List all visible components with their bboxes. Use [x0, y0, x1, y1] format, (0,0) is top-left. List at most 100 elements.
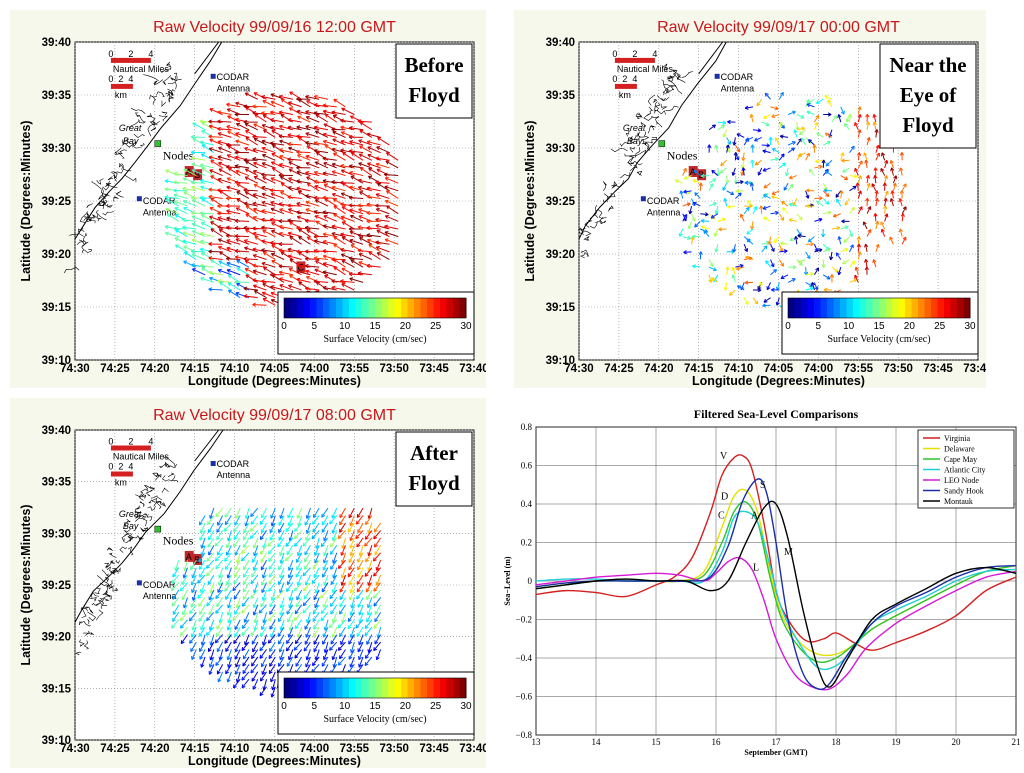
great-bay-label: Great: [119, 509, 142, 519]
colorbar-cell: [964, 298, 971, 318]
colorbar-cell: [356, 298, 363, 318]
colorbar-cell: [886, 298, 893, 318]
y-tick-label: 39:40: [42, 37, 71, 49]
colorbar-cell: [951, 298, 958, 318]
y-tick-label: 39:15: [546, 302, 576, 314]
codar-north-marker: [211, 74, 216, 79]
chart-x-tick: 14: [592, 737, 602, 747]
codar-north-marker: [715, 74, 720, 79]
colorbar-tick-label: 20: [400, 321, 412, 332]
y-tick-label: 39:25: [42, 196, 72, 208]
km-scale-label: 2: [622, 74, 627, 84]
codar-north-label: CODAR: [721, 72, 754, 82]
panel-title: Raw Velocity 99/09/17 08:00 GMT: [153, 407, 396, 424]
nm-scale-label: 4: [652, 49, 657, 59]
x-tick-label: 74:20: [140, 363, 169, 375]
colorbar-cell: [453, 678, 460, 698]
series-curve-label: L: [753, 563, 759, 574]
colorbar-cell: [395, 678, 402, 698]
y-tick-label: 39:10: [42, 355, 71, 367]
chart-y-tick: 0: [528, 576, 533, 586]
x-axis-label: Longitude (Degrees:Minutes): [188, 754, 361, 768]
colorbar-cell: [866, 298, 873, 318]
x-tick-label: 73:50: [379, 743, 408, 755]
colorbar-tick-label: 30: [460, 321, 472, 332]
chart-x-tick: 17: [772, 737, 782, 747]
colorbar-cell: [401, 678, 408, 698]
legend-entry: Delaware: [944, 445, 975, 454]
colorbar-cell: [447, 678, 454, 698]
velocity-vector: [270, 190, 284, 191]
colorbar-cell: [414, 678, 421, 698]
colorbar-cell: [362, 298, 369, 318]
y-tick-label: 39:15: [42, 302, 72, 314]
colorbar-cell: [460, 298, 467, 318]
colorbar-cell: [873, 298, 880, 318]
colorbar-cell: [388, 678, 395, 698]
colorbar-tick-label: 25: [934, 321, 946, 332]
chart-y-tick: 0.6: [521, 461, 533, 471]
colorbar-cell: [957, 298, 964, 318]
colorbar-tick-label: 20: [400, 701, 412, 712]
colorbar-cell: [821, 298, 828, 318]
series-curve-label: C: [718, 511, 725, 522]
series-curve-label: S: [760, 480, 766, 491]
y-tick-label: 39:20: [42, 632, 71, 644]
series-curve-label: A: [751, 511, 759, 522]
velocity-vector: [191, 137, 205, 138]
colorbar-cell: [382, 298, 389, 318]
legend-entry: LEO Node: [944, 476, 979, 485]
y-tick-label: 39:30: [546, 143, 575, 155]
y-tick-label: 39:10: [546, 355, 575, 367]
colorbar-tick-label: 15: [873, 321, 885, 332]
great-bay-marker: [155, 526, 161, 532]
velocity-vector: [288, 205, 302, 206]
colorbar-cell: [860, 298, 867, 318]
y-tick-label: 39:40: [42, 425, 71, 437]
x-tick-label: 73:40: [459, 363, 486, 375]
colorbar-cell: [440, 298, 447, 318]
colorbar-cell: [840, 298, 847, 318]
x-tick-label: 73:40: [963, 363, 986, 375]
km-scale-bar: [615, 84, 637, 89]
colorbar-cell: [297, 678, 304, 698]
velocity-vector: [244, 259, 258, 260]
colorbar-cell: [304, 298, 311, 318]
x-tick-label: 73:45: [419, 363, 449, 375]
colorbar-cell: [440, 678, 447, 698]
codar-south-label: CODAR: [647, 196, 680, 206]
codar-south-marker: [641, 196, 646, 201]
colorbar-cell: [414, 298, 421, 318]
velocity-vector: [235, 221, 249, 222]
colorbar-cell: [369, 298, 376, 318]
colorbar-cell: [899, 298, 906, 318]
panel-title: Raw Velocity 99/09/17 00:00 GMT: [657, 19, 900, 36]
km-scale-label: 0: [108, 462, 113, 472]
colorbar-cell: [323, 298, 330, 318]
colorbar-cell: [395, 298, 402, 318]
colorbar-cell: [847, 298, 854, 318]
y-tick-label: 39:35: [546, 90, 576, 102]
x-tick-label: 74:20: [140, 743, 169, 755]
colorbar-cell: [801, 298, 808, 318]
chart-y-tick: −0.6: [516, 692, 533, 702]
colorbar-cell: [408, 298, 415, 318]
chart-x-tick: 21: [1012, 737, 1021, 747]
nodes-label: Nodes: [163, 149, 194, 163]
codar-north-label: Antenna: [217, 470, 251, 480]
colorbar-cell: [944, 298, 951, 318]
km-scale-label: 0: [612, 74, 617, 84]
colorbar-cell: [336, 298, 343, 318]
great-bay-label: Great: [623, 123, 646, 133]
colorbar-cell: [434, 678, 441, 698]
codar-north-label: CODAR: [217, 459, 250, 469]
velocity-vector: [235, 236, 249, 237]
x-tick-label: 74:25: [100, 743, 130, 755]
colorbar-cell: [375, 298, 382, 318]
colorbar-cell: [892, 298, 899, 318]
colorbar-cell: [323, 678, 330, 698]
colorbar-tick-label: 10: [339, 321, 351, 332]
codar-north-label: Antenna: [721, 83, 755, 93]
colorbar-cell: [369, 678, 376, 698]
